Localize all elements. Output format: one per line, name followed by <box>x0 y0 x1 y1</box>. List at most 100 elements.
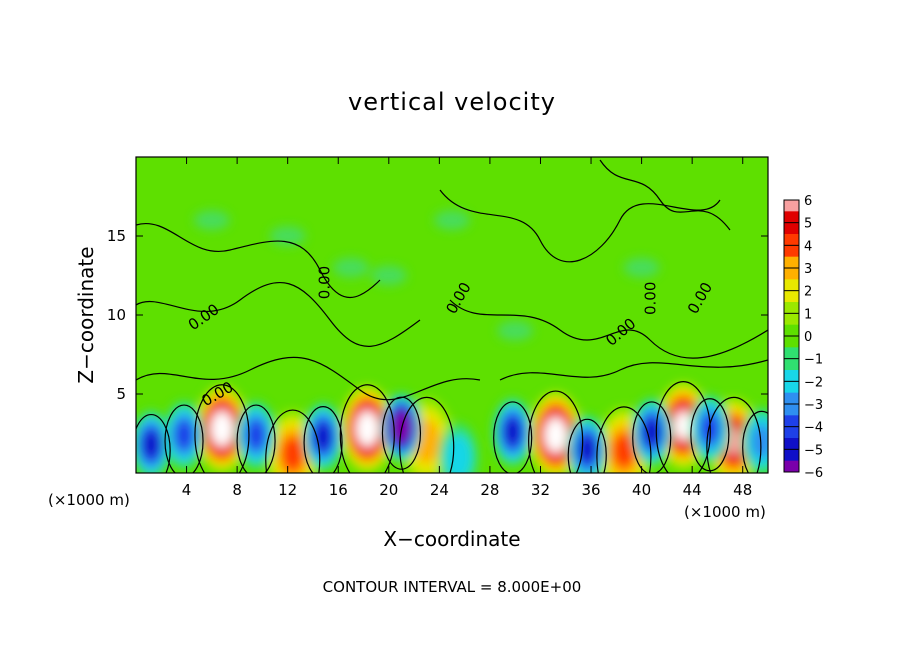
zero-contour-line-5 <box>136 356 481 401</box>
contour-label: 0.00 <box>315 266 333 299</box>
x-tick-label: 28 <box>480 481 499 499</box>
colorbar-tick-label: −6 <box>804 466 823 481</box>
zero-contour-6 <box>399 396 455 473</box>
x-tick-label: 44 <box>683 481 702 499</box>
colorbar-band <box>784 302 799 314</box>
colorbar-band <box>784 336 799 348</box>
colorbar-tick-label: 1 <box>804 307 812 322</box>
zero-contour-2 <box>528 390 584 473</box>
colorbar: 6 5 4 3 2 1 0 −1 −2 −3 −4 −5 −6 <box>783 194 823 481</box>
zero-contour-line-4 <box>599 159 731 231</box>
downdraft-cell-15-level-5 <box>579 436 596 462</box>
colorbar-tick-label: 4 <box>804 239 812 254</box>
weak-downdraft-patch-4 <box>497 320 534 341</box>
weak-downdraft-patch-3 <box>434 210 470 231</box>
weak-downdraft-patch-1 <box>332 257 369 278</box>
x-tick-label: 16 <box>329 481 348 499</box>
x-tick-label: 48 <box>733 481 752 499</box>
colorbar-band <box>784 404 799 416</box>
colorbar-tick-label: −3 <box>804 398 823 413</box>
updraft-core-1 <box>361 416 374 441</box>
zero-contour-10 <box>236 404 276 473</box>
zero-contour-17 <box>690 398 730 472</box>
zero-contour-3 <box>655 381 711 473</box>
colorbar-band <box>784 426 799 439</box>
downdraft-cell-14-level-5 <box>504 419 521 445</box>
downdraft-cell-10-level-4 <box>247 420 265 450</box>
weak-downdraft-patch-2 <box>370 265 407 286</box>
colorbar-tick-label: 3 <box>804 262 812 277</box>
colorbar-band <box>784 256 799 269</box>
colorbar-tick-label: 2 <box>804 285 812 300</box>
weak-downdraft-patch-6 <box>193 210 230 231</box>
zero-contour-line-2 <box>439 189 721 263</box>
zero-contour-line-3 <box>449 299 768 359</box>
colorbar-band <box>784 358 799 371</box>
colorbar-band <box>784 324 799 337</box>
zero-contour-1 <box>339 384 395 473</box>
downdraft-cell-16-level-5 <box>643 419 660 445</box>
updraft-core-0 <box>215 416 228 441</box>
downdraft-cell-18-level-3 <box>751 424 768 459</box>
colorbar-tick-label: −4 <box>804 421 823 436</box>
x-tick-label: 36 <box>581 481 600 499</box>
x-tick-label: 4 <box>182 481 192 499</box>
x-unit-label-right: (×1000 m) <box>684 503 766 521</box>
colorbar-tick-label: −2 <box>804 375 823 390</box>
colorbar-band <box>784 200 799 212</box>
x-tick-label: 40 <box>632 481 651 499</box>
downdraft-cell-9-level-4 <box>175 420 193 450</box>
zero-contour-11 <box>303 406 343 473</box>
y-tick-label: 5 <box>116 385 126 403</box>
zero-contour-15 <box>567 418 607 473</box>
chart-title: vertical velocity <box>348 88 556 116</box>
zero-contour-9 <box>164 404 204 473</box>
colorbar-band <box>784 245 799 258</box>
colorbar-band <box>784 392 799 405</box>
zero-contour-line-0 <box>136 222 381 299</box>
colorbar-tick-label: −1 <box>804 353 823 368</box>
zero-contour-14 <box>493 401 533 473</box>
updraft-core-2 <box>549 423 562 448</box>
colorbar-tick-label: 6 <box>804 194 812 209</box>
colorbar-band <box>784 449 799 462</box>
downdraft-cell-11-level-5 <box>315 424 331 450</box>
contour-interval-note: CONTOUR INTERVAL = 8.000E+00 <box>322 578 582 596</box>
weak-downdraft-patch-5 <box>623 257 660 278</box>
colorbar-band <box>784 211 799 224</box>
y-tick-label: 10 <box>107 306 126 324</box>
x-tick-label: 24 <box>430 481 449 499</box>
zero-contour-5 <box>265 409 321 473</box>
colorbar-band <box>784 370 799 382</box>
colorbar-band <box>784 234 799 246</box>
zero-contour-4 <box>706 396 762 473</box>
zero-contour-18 <box>742 410 768 473</box>
x-axis-label: X−coordinate <box>383 527 521 551</box>
colorbar-band <box>784 279 799 292</box>
zero-contour-line-1 <box>136 282 421 347</box>
zero-contour-line-6 <box>499 359 768 381</box>
zero-contour-7 <box>596 406 652 473</box>
x-tick-label: 8 <box>232 481 242 499</box>
weak-downdraft-patch-0 <box>269 226 306 246</box>
downdraft-cell-8-level-5 <box>143 431 160 458</box>
colorbar-band <box>784 460 799 473</box>
zero-contour-0 <box>194 384 250 473</box>
colorbar-band <box>784 222 799 235</box>
x-tick-label: 20 <box>379 481 398 499</box>
zero-contour-16 <box>632 401 672 473</box>
colorbar-tick-label: −5 <box>804 443 823 458</box>
colorbar-band <box>784 313 799 326</box>
colorbar-band <box>784 381 799 394</box>
colorbar-band <box>784 290 799 303</box>
colorbar-band <box>784 438 799 450</box>
colorbar-band <box>784 415 799 428</box>
zero-contour-8 <box>136 413 171 473</box>
x-tick-label: 12 <box>278 481 297 499</box>
y-tick-label: 15 <box>107 227 126 245</box>
colorbar-tick-label: 0 <box>804 330 812 345</box>
x-tick-label: 32 <box>531 481 550 499</box>
contour-label: 0.00 <box>642 282 660 315</box>
colorbar-band <box>784 347 799 360</box>
